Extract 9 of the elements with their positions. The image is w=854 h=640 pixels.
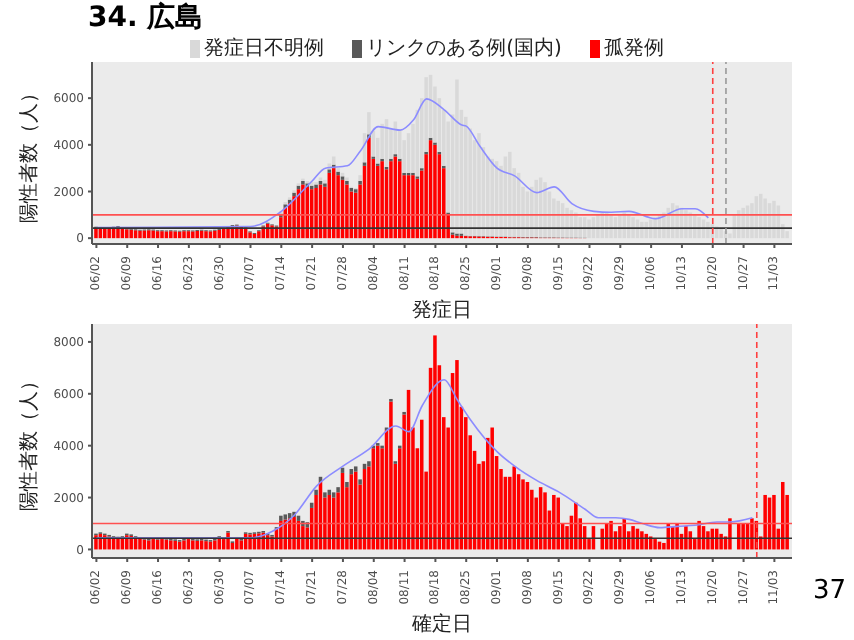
y-axis-title: 陽性者数（人）: [17, 83, 42, 223]
x-axis-title: 発症日: [412, 298, 472, 322]
x-axis-title: 確定日: [410, 612, 472, 636]
text: 37: [812, 576, 846, 606]
legend-label: リンクのある例(国内): [366, 35, 562, 62]
legend-label: 孤発例: [603, 36, 664, 62]
y-axis-title: 陽性者数（人）: [17, 371, 42, 511]
chart-title: 34. 広島: [88, 0, 204, 36]
legend-label: 発症日不明例: [204, 35, 325, 62]
